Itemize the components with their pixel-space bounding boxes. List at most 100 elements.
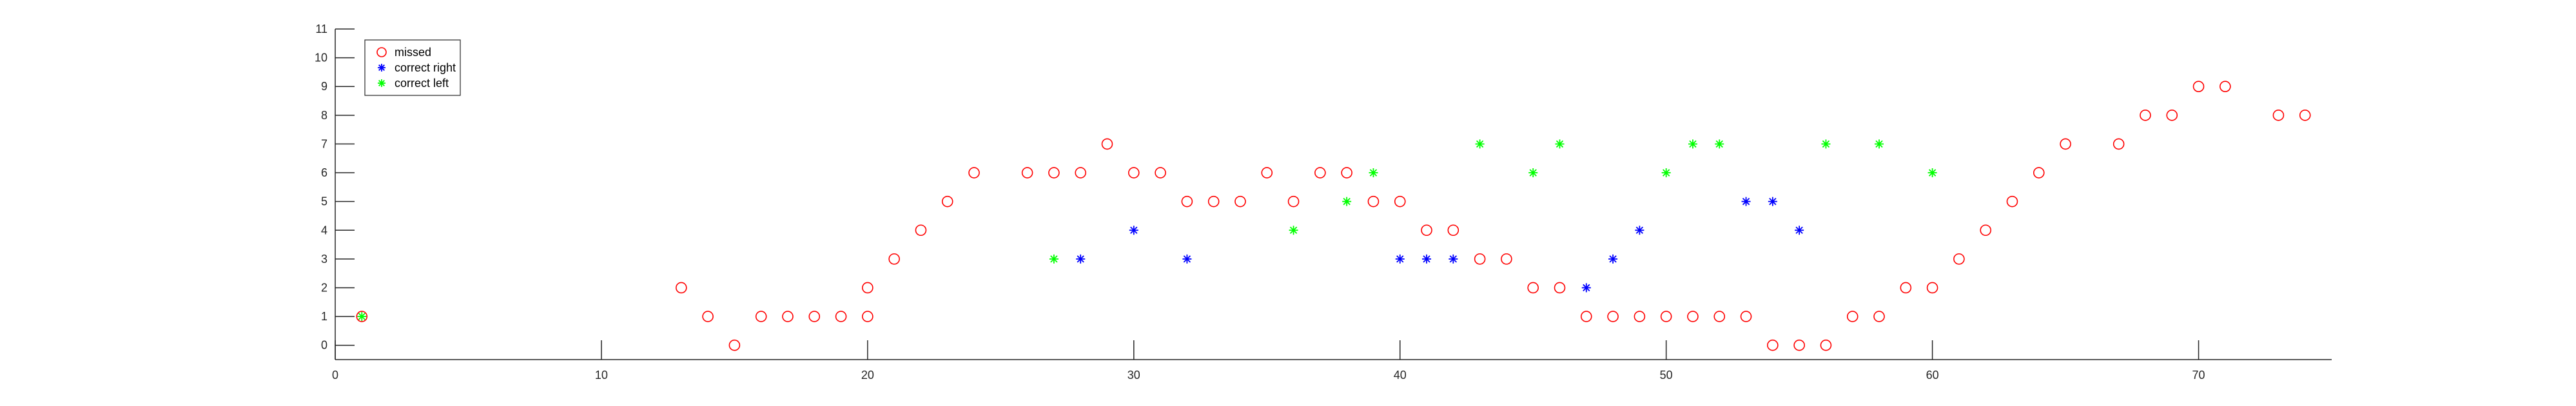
- data-point: [1048, 167, 1060, 179]
- x-tick-label: 0: [332, 369, 338, 382]
- asterisk-stroke: [1822, 140, 1830, 148]
- x-tick-label: 40: [1394, 369, 1407, 382]
- asterisk-stroke: [1928, 169, 1937, 177]
- data-point: [1527, 282, 1539, 294]
- legend-marker: [378, 79, 385, 87]
- data-point: [356, 311, 368, 322]
- data-point: [1395, 254, 1405, 264]
- data-point: [702, 311, 714, 322]
- series-missed: [356, 81, 2311, 351]
- asterisk-stroke: [1077, 255, 1084, 263]
- data-point: [1449, 254, 1458, 264]
- asterisk-stroke: [1769, 197, 1777, 206]
- legend-entry: missed: [376, 46, 431, 59]
- data-point: [1740, 311, 1752, 322]
- legend-marker: [378, 64, 385, 72]
- asterisk-stroke: [1662, 169, 1670, 177]
- data-point: [2113, 138, 2125, 150]
- asterisk-stroke: [1635, 226, 1644, 234]
- data-point: [1128, 167, 1140, 179]
- data-point: [1234, 195, 1246, 208]
- data-point: [1021, 167, 1033, 179]
- asterisk-stroke: [1343, 197, 1351, 206]
- data-point: [1421, 224, 1432, 237]
- data-point: [1715, 139, 1724, 149]
- data-point: [1846, 311, 1859, 322]
- data-point: [1447, 224, 1459, 237]
- data-point: [1687, 311, 1699, 322]
- data-point: [1953, 253, 1965, 265]
- data-point: [1367, 195, 1380, 208]
- data-point: [1741, 197, 1751, 206]
- data-point: [2192, 81, 2205, 93]
- data-point: [1369, 168, 1378, 178]
- series-correct-left: [357, 139, 1937, 322]
- y-axis: 0 1 2 3 4 5 6 7 8 9 10 11: [315, 23, 355, 360]
- data-point: [1661, 168, 1671, 178]
- data-point: [1289, 226, 1298, 235]
- data-point: [1820, 339, 1832, 351]
- data-point: [1767, 339, 1779, 351]
- data-point: [968, 167, 980, 179]
- data-point: [1528, 168, 1538, 178]
- asterisk-stroke: [1875, 140, 1883, 148]
- x-tick-label: 20: [861, 369, 874, 382]
- data-point: [862, 311, 873, 322]
- asterisk-stroke: [1183, 255, 1191, 263]
- legend-entry: correct right: [378, 61, 456, 74]
- asterisk-stroke: [1529, 169, 1537, 177]
- asterisk-stroke: [1476, 140, 1484, 148]
- asterisk-stroke: [378, 64, 385, 71]
- data-point: [1795, 226, 1804, 235]
- data-point: [1581, 283, 1591, 293]
- data-point: [1873, 311, 1885, 322]
- data-point: [1475, 139, 1485, 149]
- data-point: [1155, 167, 1166, 179]
- asterisk-stroke: [1689, 140, 1697, 148]
- data-point: [1101, 138, 1113, 150]
- data-point: [1394, 195, 1406, 208]
- data-point: [835, 311, 847, 322]
- asterisk-stroke: [1449, 255, 1457, 263]
- data-point: [1713, 311, 1726, 322]
- data-point: [1129, 226, 1138, 235]
- data-point: [1181, 195, 1193, 208]
- x-tick-label: 10: [595, 369, 608, 382]
- data-point: [2060, 138, 2071, 150]
- data-point: [1608, 254, 1618, 264]
- data-point: [1635, 226, 1644, 235]
- data-point: [2033, 167, 2045, 179]
- legend-label: correct left: [395, 77, 449, 90]
- asterisk-stroke: [1423, 255, 1430, 263]
- data-point: [1474, 253, 1486, 265]
- data-point: [1207, 195, 1220, 208]
- data-point: [1049, 254, 1059, 264]
- legend-label: missed: [395, 46, 431, 59]
- y-tick-label: 1: [321, 310, 327, 323]
- legend-entry: correct left: [378, 77, 449, 90]
- data-point: [2220, 81, 2231, 93]
- data-point: [941, 195, 953, 208]
- y-tick-label: 0: [321, 339, 327, 352]
- data-point: [2272, 110, 2285, 121]
- x-axis: 0 10 20 30 40 50 60 70: [332, 340, 2332, 382]
- data-point: [1607, 311, 1619, 322]
- data-point: [888, 253, 900, 265]
- data-marks: [356, 81, 2311, 351]
- y-tick-label: 5: [321, 195, 327, 208]
- x-tick-label: 70: [2192, 369, 2205, 382]
- legend: missed correct right correct left: [364, 39, 461, 96]
- data-point: [1688, 139, 1697, 149]
- asterisk-stroke: [1396, 255, 1404, 263]
- data-point: [357, 312, 367, 322]
- y-tick-label: 11: [315, 23, 327, 35]
- data-point: [1900, 282, 1912, 294]
- data-point: [1287, 195, 1300, 208]
- data-point: [755, 311, 767, 322]
- y-tick-label: 3: [321, 253, 327, 266]
- data-point: [2299, 110, 2311, 121]
- y-tick-label: 4: [321, 224, 327, 237]
- asterisk-stroke: [378, 80, 385, 86]
- data-point: [1341, 167, 1352, 179]
